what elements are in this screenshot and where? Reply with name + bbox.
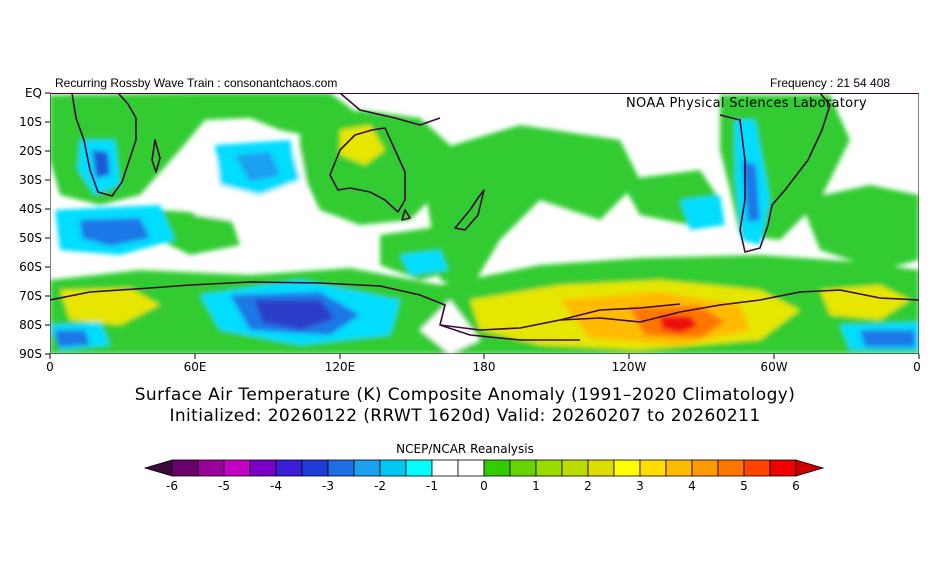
colorbar-swatch [769, 459, 797, 477]
colorbar-swatch [743, 459, 771, 477]
colorbar-tick-label: 3 [636, 479, 644, 493]
x-tick-label: 0 [46, 360, 54, 374]
x-tick-label: 0 [913, 360, 921, 374]
y-tick-label: 40S [19, 202, 42, 216]
colorbar-title: NCEP/NCAR Reanalysis [396, 442, 534, 456]
colorbar-tick-label: -4 [270, 479, 282, 493]
colorbar-tick-label: 0 [480, 479, 488, 493]
x-tick-label: 60W [760, 360, 788, 374]
colorbar-swatch [561, 459, 589, 477]
colorbar-arrow-right [795, 459, 825, 477]
x-tick-label: 120E [324, 360, 356, 374]
colorbar-swatch [197, 459, 225, 477]
x-tick-label: 60E [183, 360, 207, 374]
colorbar-swatch [223, 459, 251, 477]
colorbar-swatch [275, 459, 303, 477]
frequency-label: Frequency : 21 54 408 [770, 76, 891, 90]
colorbar-swatch [509, 459, 537, 477]
colorbar-swatch [171, 459, 199, 477]
colorbar-swatch [405, 459, 433, 477]
colorbar-tick-label: -2 [374, 479, 386, 493]
map-title-line2: Initialized: 20260122 (RRWT 1620d) Valid… [169, 406, 761, 426]
colorbar-swatch [691, 459, 719, 477]
colorbar-swatch [431, 459, 459, 477]
colorbar-arrow-left [143, 459, 173, 477]
colorbar-tick-label: -5 [218, 479, 230, 493]
y-tick-label: 80S [19, 318, 42, 332]
y-tick-label: EQ [24, 86, 42, 100]
y-tick-label: 90S [19, 347, 42, 361]
colorbar-tick-label: -1 [426, 479, 438, 493]
colorbar-swatch [327, 459, 355, 477]
lab-label: NOAA Physical Sciences Laboratory [626, 96, 868, 111]
y-tick-label: 50S [19, 231, 42, 245]
colorbar [143, 459, 825, 477]
source-label: Recurring Rossby Wave Train : consonantc… [55, 76, 338, 90]
colorbar-swatch [249, 459, 277, 477]
colorbar-tick-label: 1 [532, 479, 540, 493]
colorbar-swatch [483, 459, 511, 477]
y-tick-label: 20S [19, 144, 42, 158]
map-title-line1: Surface Air Temperature (K) Composite An… [134, 385, 796, 405]
colorbar-swatch [613, 459, 641, 477]
x-tick-label: 120W [611, 360, 647, 374]
colorbar-tick-label: -6 [166, 479, 178, 493]
colorbar-swatch [457, 459, 485, 477]
colorbar-tick-label: 5 [740, 479, 748, 493]
colorbar-swatch [353, 459, 381, 477]
y-tick-label: 10S [19, 115, 42, 129]
colorbar-tick-label: 6 [792, 479, 800, 493]
y-tick-label: 70S [19, 289, 42, 303]
colorbar-swatch [535, 459, 563, 477]
y-tick-label: 60S [19, 260, 42, 274]
anomaly-map [45, 92, 920, 359]
colorbar-swatch [665, 459, 693, 477]
x-tick-label: 180 [472, 360, 496, 374]
colorbar-swatch [717, 459, 745, 477]
colorbar-tick-label: 4 [688, 479, 696, 493]
colorbar-tick-label: 2 [584, 479, 592, 493]
colorbar-swatch [639, 459, 667, 477]
colorbar-tick-label: -3 [322, 479, 334, 493]
y-tick-label: 30S [19, 173, 42, 187]
colorbar-swatch [587, 459, 615, 477]
colorbar-swatch [379, 459, 407, 477]
colorbar-swatch [301, 459, 329, 477]
